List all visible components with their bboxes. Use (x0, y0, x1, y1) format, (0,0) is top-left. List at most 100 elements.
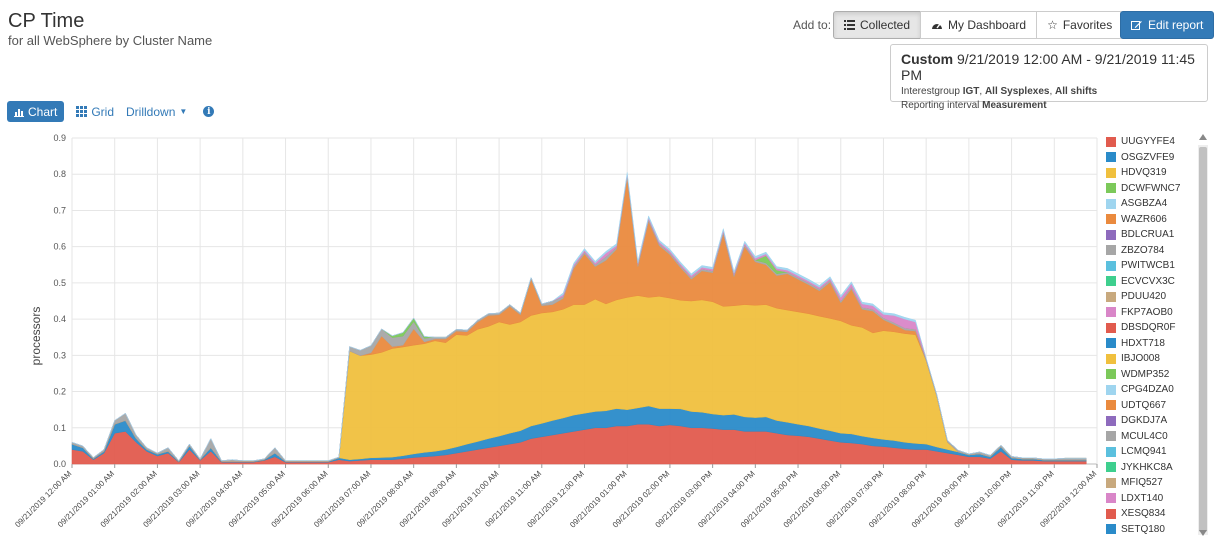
legend-label: UDTQ667 (1121, 399, 1167, 411)
legend-swatch (1106, 353, 1116, 364)
legend-swatch (1106, 322, 1116, 333)
interest-group-line: Interestgroup IGT, All Sysplexes, All sh… (901, 86, 1098, 97)
legend-swatch (1106, 167, 1116, 178)
y-tick-label: 0.8 (53, 169, 66, 179)
legend-item[interactable]: BDLCRUA1 (1106, 227, 1198, 243)
interval-value: Measurement (982, 100, 1047, 111)
legend-item[interactable]: DGKDJ7A (1106, 413, 1198, 429)
legend-label: SETQ180 (1121, 523, 1165, 535)
legend-label: WDMP352 (1121, 368, 1170, 380)
collected-button[interactable]: Collected (833, 11, 922, 39)
interest-group: IGT (962, 86, 980, 97)
legend-label: IBJO008 (1121, 353, 1160, 365)
legend-swatch (1106, 307, 1116, 318)
grid-icon (76, 106, 88, 117)
legend-item[interactable]: UUGYYFE4 (1106, 134, 1198, 150)
legend-item[interactable]: OSGZVFE9 (1106, 150, 1198, 166)
y-tick-label: 0.2 (53, 387, 66, 397)
report-info-box: Custom 9/21/2019 12:00 AM - 9/21/2019 11… (890, 44, 1208, 111)
legend-label: PWITWCB1 (1121, 260, 1175, 272)
legend-item[interactable]: HDVQ319 (1106, 165, 1198, 181)
legend-item[interactable]: ASGBZA4 (1106, 196, 1198, 212)
legend-swatch (1106, 260, 1116, 271)
bar-chart-icon (14, 108, 24, 117)
legend-swatch (1106, 493, 1116, 504)
legend-scrollbar-thumb[interactable] (1199, 147, 1207, 532)
legend-swatch (1106, 214, 1116, 225)
legend-item[interactable]: PWITWCB1 (1106, 258, 1198, 274)
legend-label: DGKDJ7A (1121, 415, 1168, 427)
legend-item[interactable]: WDMP352 (1106, 367, 1198, 383)
my-dashboard-button[interactable]: My Dashboard (920, 11, 1038, 39)
legend-item[interactable]: XESQ834 (1106, 506, 1198, 522)
legend-item[interactable]: DCWFWNC7 (1106, 181, 1198, 197)
legend-item[interactable]: JYKHKC8A (1106, 460, 1198, 476)
legend-item[interactable]: IBJO008 (1106, 351, 1198, 367)
legend-label: HDVQ319 (1121, 167, 1167, 179)
star-icon: ☆ (1047, 18, 1058, 32)
tab-grid[interactable]: Grid (76, 105, 114, 119)
drilldown-label: Drilldown (126, 104, 176, 119)
info-icon[interactable]: i (203, 106, 215, 117)
legend-label: JYKHKC8A (1121, 461, 1173, 473)
legend-item[interactable]: LCMQ941 (1106, 444, 1198, 460)
legend-swatch (1106, 384, 1116, 395)
legend-swatch (1106, 183, 1116, 194)
y-tick-label: 0.0 (53, 459, 66, 469)
legend-label: XESQ834 (1121, 508, 1166, 520)
edit-report-button[interactable]: Edit report (1120, 11, 1215, 39)
legend-item[interactable]: MFIQ527 (1106, 475, 1198, 491)
favorites-label: Favorites (1062, 18, 1113, 32)
legend-label: BDLCRUA1 (1121, 229, 1175, 241)
tab-chart[interactable]: Chart (7, 101, 65, 122)
edit-report-label: Edit report (1148, 18, 1204, 32)
y-tick-label: 0.7 (53, 205, 66, 215)
legend-item[interactable]: UDTQ667 (1106, 398, 1198, 414)
tab-grid-label: Grid (91, 104, 115, 119)
legend-item[interactable]: PDUU420 (1106, 289, 1198, 305)
legend-scroll-down-icon[interactable] (1199, 530, 1207, 536)
drilldown-dropdown[interactable]: Drilldown ▼ (126, 105, 187, 119)
area-series-cpg4dza0[interactable] (71, 172, 1087, 462)
sysplexes: All Sysplexes (984, 86, 1050, 97)
legend-label: OSGZVFE9 (1121, 151, 1175, 163)
range-value: 9/21/2019 12:00 AM - 9/21/2019 11:45 PM (901, 51, 1195, 83)
legend-item[interactable]: WAZR606 (1106, 212, 1198, 228)
legend-item[interactable]: CPG4DZA0 (1106, 382, 1198, 398)
legend-item[interactable]: HDXT718 (1106, 336, 1198, 352)
legend-item[interactable]: ECVCVX3C (1106, 274, 1198, 290)
legend-swatch (1106, 415, 1116, 426)
legend-scroll-up-icon[interactable] (1199, 134, 1207, 140)
legend-item[interactable]: SETQ180 (1106, 522, 1198, 538)
y-tick-label: 0.9 (53, 133, 66, 143)
legend-item[interactable]: MCUL4C0 (1106, 429, 1198, 445)
legend-swatch (1106, 198, 1116, 209)
chart-areas (71, 172, 1087, 465)
range-kind: Custom (901, 51, 954, 67)
legend-label: DBSDQR0F (1121, 322, 1176, 334)
chart-legend: UUGYYFE4 OSGZVFE9 HDVQ319 DCWFWNC7 ASGBZA4 WA… (1106, 134, 1198, 538)
legend-item[interactable]: DBSDQR0F (1106, 320, 1198, 336)
legend-item[interactable]: FKP7AOB0 (1106, 305, 1198, 321)
legend-label: DCWFWNC7 (1121, 182, 1181, 194)
legend-swatch (1106, 276, 1116, 287)
interest-prefix: Interestgroup (901, 86, 960, 97)
y-tick-label: 0.3 (53, 350, 66, 360)
legend-label: LDXT140 (1121, 492, 1164, 504)
legend-item[interactable]: ZBZO784 (1106, 243, 1198, 259)
y-tick-label: 0.1 (53, 423, 66, 433)
legend-swatch (1106, 369, 1116, 380)
favorites-button[interactable]: ☆ Favorites (1036, 11, 1124, 39)
legend-label: ASGBZA4 (1121, 198, 1168, 210)
legend-swatch (1106, 431, 1116, 442)
legend-swatch (1106, 229, 1116, 240)
caret-down-icon: ▼ (179, 107, 188, 116)
view-tabs: Chart Grid Drilldown ▼ i (7, 101, 215, 122)
legend-item[interactable]: LDXT140 (1106, 491, 1198, 507)
legend-label: ZBZO784 (1121, 244, 1165, 256)
legend-swatch (1106, 291, 1116, 302)
reporting-interval-line: Reporting interval Measurement (901, 100, 1197, 111)
legend-swatch (1106, 477, 1116, 488)
my-dashboard-label: My Dashboard (948, 18, 1027, 32)
interval-prefix: Reporting interval (901, 100, 980, 111)
